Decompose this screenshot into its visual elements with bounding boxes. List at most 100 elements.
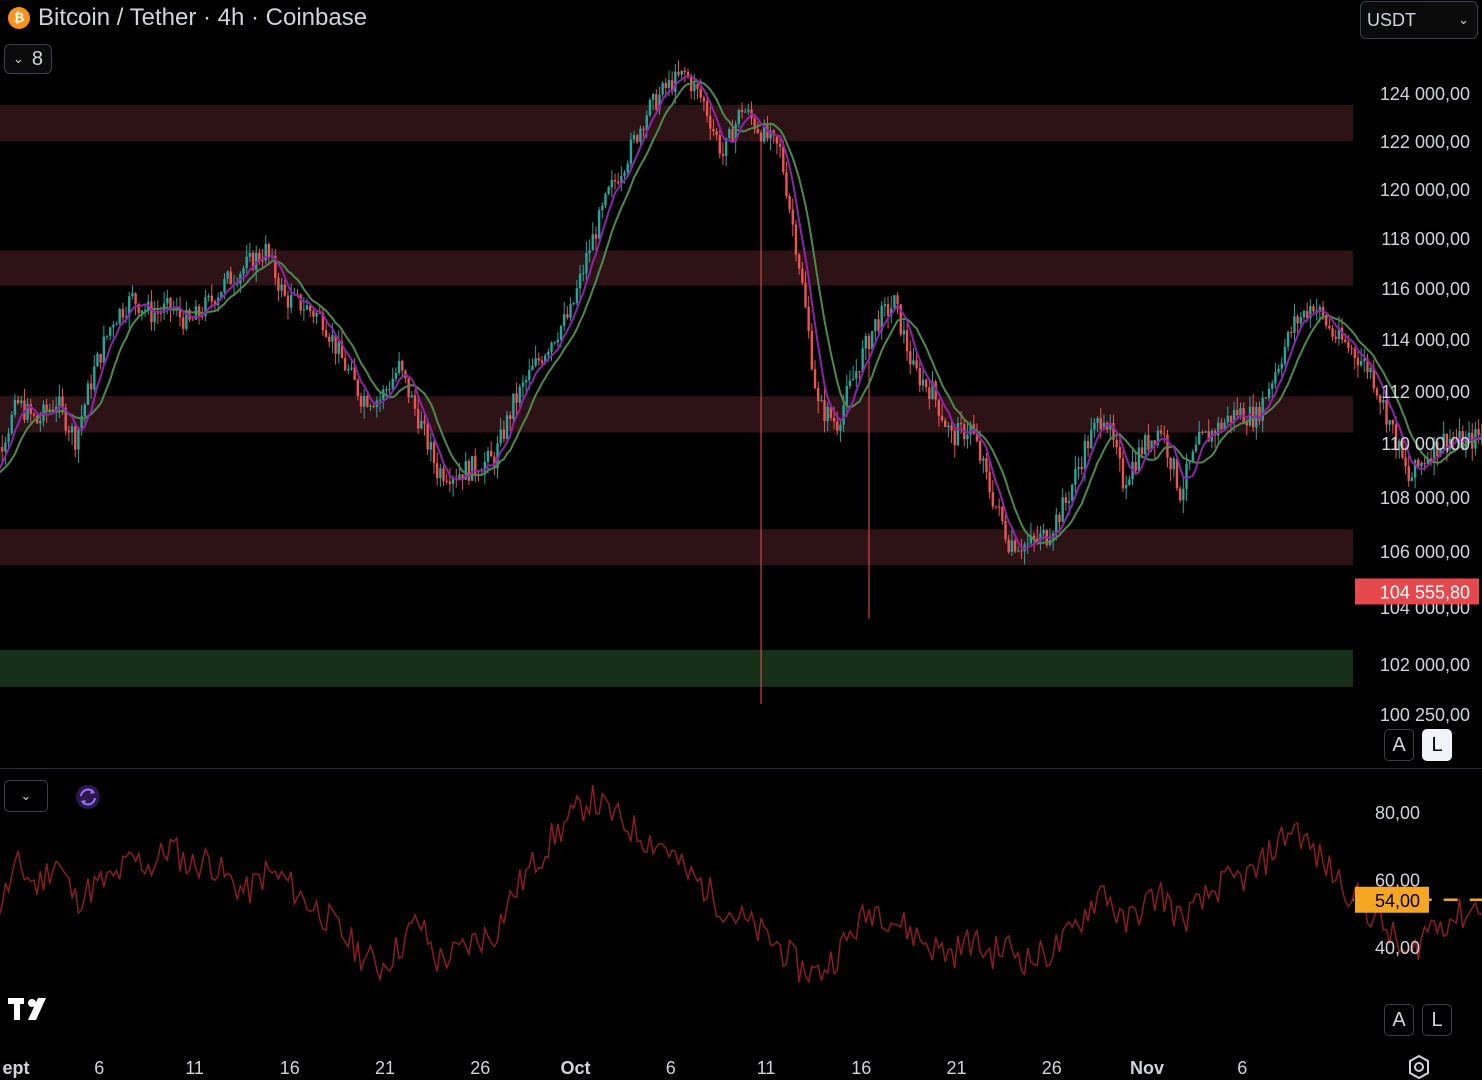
candle	[848, 370, 852, 390]
candle	[1410, 472, 1414, 482]
candle-body	[451, 478, 455, 484]
candle-body	[832, 417, 836, 422]
symbol-title-text: Bitcoin / Tether · 4h · Coinbase	[38, 4, 368, 31]
candle	[804, 271, 807, 308]
candle-body	[1083, 441, 1087, 470]
candle	[1074, 455, 1077, 494]
candle	[420, 411, 423, 430]
candle-body	[855, 371, 858, 379]
candle	[874, 318, 877, 343]
log-scale-button[interactable]: L	[1422, 729, 1452, 761]
candle	[1128, 475, 1131, 486]
candle-body	[334, 335, 337, 354]
candle-body	[1204, 431, 1207, 433]
candle-body	[309, 305, 312, 311]
candle	[445, 473, 448, 485]
candle	[1296, 314, 1299, 337]
candle-body	[39, 420, 42, 424]
rsi-pane-toggle-button[interactable]: ⌄	[4, 780, 48, 812]
candle-body	[267, 243, 271, 257]
candle-body	[915, 360, 918, 368]
candle-body	[235, 283, 239, 285]
candle	[442, 462, 445, 486]
candle	[410, 391, 413, 398]
candle	[572, 301, 575, 306]
candle	[1210, 428, 1214, 449]
candle	[1020, 538, 1023, 559]
currency-select[interactable]: USDT ⌄	[1360, 1, 1478, 39]
candle-body	[45, 404, 48, 412]
auto-scale-button[interactable]: A	[1384, 729, 1414, 761]
candle-body	[823, 400, 826, 422]
candle-body	[1417, 459, 1420, 467]
candle-body	[1429, 458, 1433, 464]
rsi-log-scale-button[interactable]: L	[1422, 1004, 1452, 1036]
candle	[229, 266, 233, 285]
candle	[769, 124, 772, 151]
candle	[277, 273, 280, 302]
candle	[10, 411, 13, 436]
candle-body	[445, 480, 448, 482]
candle	[1115, 432, 1118, 455]
symbol-title[interactable]: ₿ Bitcoin / Tether · 4h · Coinbase	[8, 4, 367, 32]
candle-body	[343, 358, 347, 371]
indicators-toggle-button[interactable]: ⌄ 8	[4, 44, 52, 74]
candle-body	[759, 132, 763, 142]
candle-body	[464, 461, 467, 480]
candle	[759, 130, 763, 704]
candle-body	[397, 361, 401, 373]
candle-body	[416, 408, 420, 429]
candle-body	[1067, 500, 1071, 503]
candle	[1382, 387, 1385, 410]
candle-body	[1353, 348, 1356, 358]
candle	[791, 198, 794, 237]
candle	[737, 108, 741, 128]
refresh-icon[interactable]	[74, 784, 102, 810]
time-tick-label: ept	[3, 1058, 30, 1078]
candle	[518, 383, 521, 408]
candle	[785, 161, 788, 199]
candle-body	[1226, 415, 1229, 423]
candle-body	[210, 295, 213, 302]
candle-body	[1061, 497, 1064, 523]
candle-body	[499, 429, 502, 444]
candle-body	[1159, 430, 1163, 434]
pane-divider[interactable]	[0, 768, 1482, 769]
candle-body	[1001, 506, 1004, 521]
candle-body	[743, 111, 747, 113]
candle-body	[553, 342, 556, 344]
settings-gear-icon[interactable]	[1406, 1054, 1432, 1080]
candle-body	[1375, 388, 1379, 396]
candle-body	[1124, 484, 1128, 489]
candle-body	[131, 293, 134, 297]
candle-body	[194, 306, 198, 320]
candle	[648, 97, 652, 118]
candle-body	[515, 393, 518, 403]
candle-body	[1172, 458, 1175, 470]
candle-body	[359, 396, 363, 407]
candle-body	[829, 406, 833, 418]
rsi-level-tag	[1355, 886, 1429, 913]
candle-body	[340, 341, 344, 359]
candle-body	[1185, 463, 1188, 489]
candle-body	[785, 172, 788, 197]
rsi-auto-scale-button[interactable]: A	[1384, 1004, 1414, 1036]
candle-body	[58, 396, 61, 407]
candle-body	[245, 256, 248, 269]
candle-body	[734, 124, 737, 142]
candle-body	[286, 295, 290, 308]
candle	[988, 460, 991, 499]
candle	[817, 381, 820, 414]
candle-body	[185, 309, 188, 329]
candle	[1121, 449, 1125, 492]
candle-body	[502, 429, 506, 439]
candle-body	[582, 272, 585, 275]
candle	[448, 468, 452, 493]
candle	[1194, 435, 1198, 453]
candle-body	[124, 316, 128, 318]
candle-body	[299, 294, 302, 311]
candle	[32, 411, 36, 419]
candlestick-series	[0, 60, 1482, 704]
candle	[1007, 534, 1010, 554]
